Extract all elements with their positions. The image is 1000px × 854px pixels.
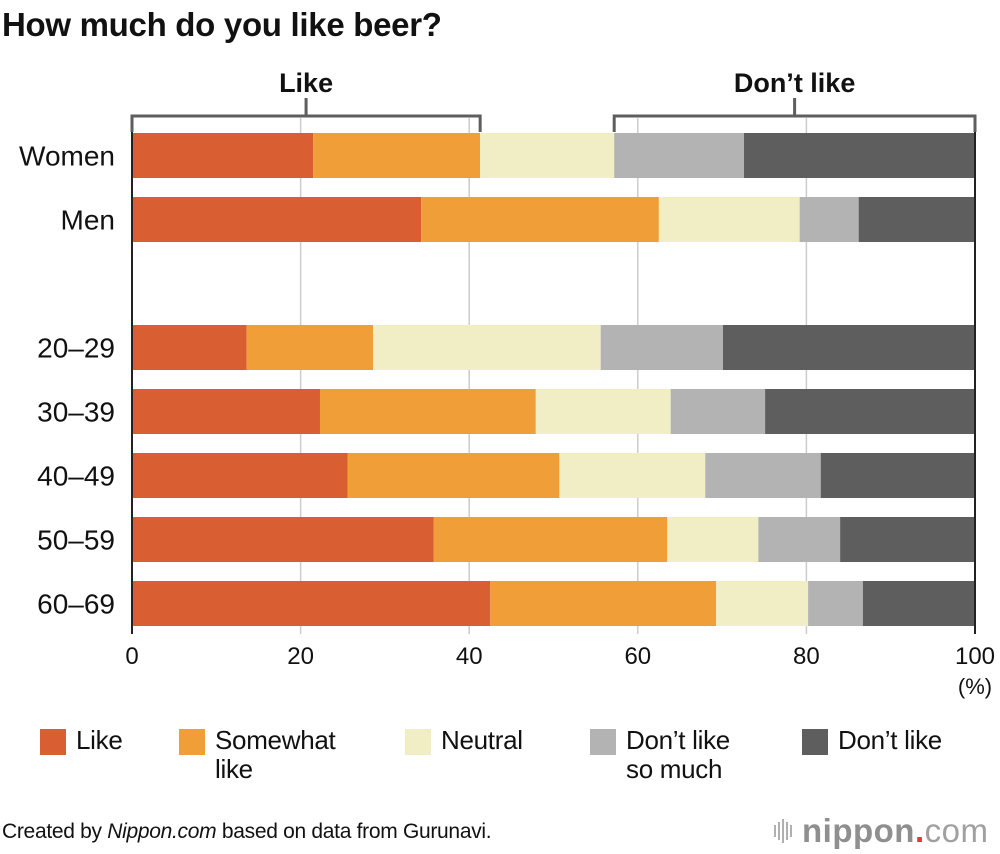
x-tick-label: 40: [456, 643, 483, 670]
bar-segment: [716, 581, 809, 626]
x-tick-label: 0: [125, 643, 138, 670]
category-label: 30–39: [37, 397, 115, 428]
bar-segment: [765, 389, 975, 434]
bar-segment: [535, 389, 671, 434]
category-label: 50–59: [37, 525, 115, 556]
legend-swatch-neutral: [405, 729, 431, 755]
bracket: [130, 98, 482, 132]
legend-label: Like: [76, 725, 123, 755]
bar-segment: [705, 453, 821, 498]
legend-swatch-like: [40, 729, 66, 755]
stacked-bar-chart: Women Men 20–29 30–39 40–49 50–59 60–69 0 20 40 60…: [19, 68, 995, 699]
bar-segment: [858, 197, 975, 242]
bar-segment: [319, 389, 536, 434]
bar-segment: [600, 325, 723, 370]
bar-segment: [722, 325, 975, 370]
bar-segment: [799, 197, 859, 242]
bar-segment: [313, 133, 481, 178]
category-label: Men: [61, 205, 115, 236]
bar-segment: [614, 133, 745, 178]
credit-prefix: Created by: [2, 820, 108, 843]
bracket-label: Don’t like: [734, 68, 856, 98]
bracket: [612, 98, 977, 132]
category-label: 20–29: [37, 333, 115, 364]
bracket-label: Like: [279, 68, 333, 98]
bar-segment: [490, 581, 717, 626]
legend-item-dont-like: Don’t like: [802, 726, 942, 755]
bar-segment: [758, 517, 841, 562]
bar-segment: [667, 517, 759, 562]
bar-segment: [658, 197, 800, 242]
category-label: Women: [19, 141, 115, 172]
logo-dot: .: [914, 812, 925, 849]
bar-segment: [670, 389, 766, 434]
credit-source: Nippon.com: [107, 820, 217, 843]
bar-segment: [373, 325, 601, 370]
bar-segment: [421, 197, 659, 242]
logo-soundwave-icon: [774, 819, 794, 843]
bar-segment: [132, 197, 422, 242]
x-tick-label: 100: [955, 643, 995, 670]
bar-segment: [559, 453, 706, 498]
legend-label: Somewhat like: [215, 725, 336, 784]
bar-segment: [132, 325, 247, 370]
legend-swatch-dont-like-so-much: [590, 729, 616, 755]
legend-swatch-somewhat-like: [179, 729, 205, 755]
logo-wordmark: nippon.com: [802, 812, 988, 850]
chart-title: How much do you like beer?: [2, 6, 442, 43]
legend-item-dont-like-so-much: Don’t like so much: [590, 726, 730, 784]
x-axis-unit-label: (%): [958, 674, 992, 699]
legend-swatch-dont-like: [802, 729, 828, 755]
bar-segment: [132, 133, 314, 178]
x-tick-label: 60: [624, 643, 651, 670]
category-label: 60–69: [37, 589, 115, 620]
category-label: 40–49: [37, 461, 115, 492]
legend-item-like: Like: [40, 726, 123, 755]
bar-segment: [480, 133, 615, 178]
legend-label: Don’t like: [838, 725, 942, 755]
logo-name: nippon: [802, 812, 915, 849]
bar-segment: [132, 517, 434, 562]
nippon-logo: nippon.com: [774, 812, 988, 850]
legend-label: Neutral: [441, 725, 523, 755]
logo-tld: com: [924, 812, 989, 849]
bar-segment: [132, 389, 320, 434]
legend: Like Somewhat like Neutral Don’t like so…: [0, 726, 1000, 796]
bar-segment: [862, 581, 975, 626]
legend-item-neutral: Neutral: [405, 726, 523, 755]
bar-segment: [132, 581, 491, 626]
bar-segment: [840, 517, 975, 562]
source-credit: Created by Nippon.com based on data from…: [2, 820, 492, 844]
bar-segment: [433, 517, 668, 562]
bar-segment: [808, 581, 863, 626]
bar-segment: [820, 453, 975, 498]
bar-segment: [132, 453, 348, 498]
bar-segment: [744, 133, 975, 178]
bar-segment: [246, 325, 374, 370]
legend-label: Don’t like so much: [626, 725, 730, 784]
x-tick-label: 80: [793, 643, 820, 670]
bar-segment: [347, 453, 560, 498]
legend-item-somewhat-like: Somewhat like: [179, 725, 336, 784]
x-tick-label: 20: [287, 643, 314, 670]
credit-suffix: based on data from Gurunavi.: [216, 820, 492, 843]
